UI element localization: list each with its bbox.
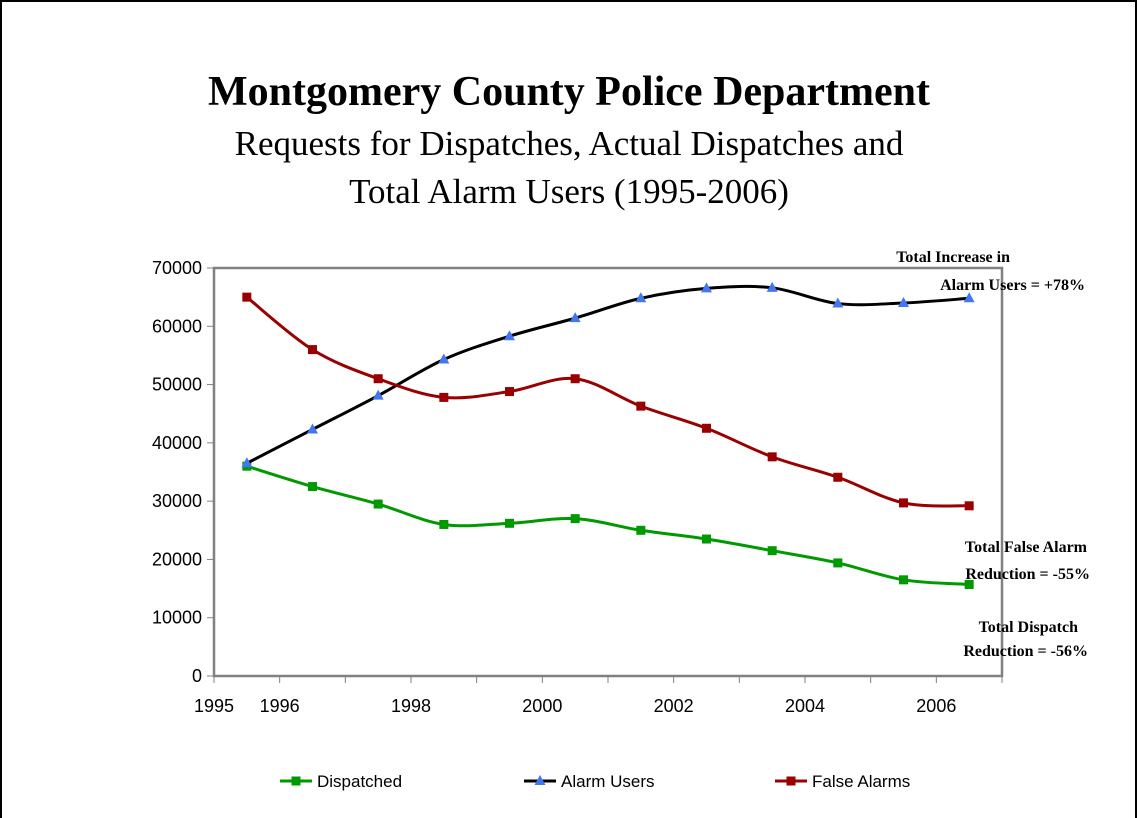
annotation-false: Total False Alarm [965, 539, 1088, 556]
data-point-false-alarms [505, 387, 514, 397]
legend-label-alarm-users: Alarm Users [561, 772, 655, 791]
legend-marker-alarm-users [534, 775, 546, 785]
plot-area [212, 266, 1004, 678]
data-point-alarm-users [372, 389, 384, 400]
y-tick-label: 30000 [152, 491, 202, 511]
data-point-alarm-users [504, 330, 515, 341]
annotation-alarm: Total Increase in [896, 249, 1010, 266]
data-point-alarm-users [635, 292, 647, 303]
y-tick-label: 70000 [152, 258, 202, 278]
series-line-false-alarms [245, 295, 970, 508]
data-point-alarm-users [898, 296, 909, 307]
data-point-false-alarms [702, 423, 711, 433]
data-point-false-alarms [767, 452, 777, 462]
data-point-dispatched [439, 519, 449, 529]
data-point-alarm-users [569, 312, 581, 323]
x-tick-label: 1998 [391, 696, 431, 716]
series-line-alarm-users [246, 284, 970, 465]
data-point-false-alarms [833, 472, 843, 482]
data-point-false-alarms [570, 374, 580, 384]
x-tick-label: 2006 [916, 696, 956, 716]
chart-subtitle-line2: Total Alarm Users (1995-2006) [349, 172, 789, 211]
data-point-dispatched [308, 482, 317, 492]
legend-label-false-alarms: False Alarms [812, 772, 910, 791]
series-line-dispatched [246, 464, 970, 586]
data-point-false-alarms [899, 498, 908, 508]
legend-marker-false-alarms [786, 776, 796, 786]
data-point-alarm-users [766, 281, 778, 292]
data-point-alarm-users [438, 353, 450, 364]
x-tick-label: 2002 [654, 696, 694, 716]
data-point-alarm-users [307, 423, 318, 434]
data-point-alarm-users [701, 282, 712, 293]
data-point-dispatched [767, 546, 777, 556]
data-point-alarm-users [832, 297, 844, 308]
data-point-dispatched [964, 579, 974, 589]
data-point-dispatched [702, 534, 711, 544]
data-point-false-alarms [242, 292, 252, 302]
data-point-false-alarms [308, 345, 317, 355]
x-tick-label: 1996 [260, 696, 300, 716]
data-point-alarm-users [241, 457, 253, 468]
data-point-false-alarms [373, 374, 383, 384]
annotation-alarm: Alarm Users = +78% [940, 277, 1085, 294]
data-point-false-alarms [439, 392, 449, 402]
y-tick-label: 10000 [152, 608, 202, 628]
data-point-dispatched [505, 518, 514, 528]
x-tick-label: 1995 [194, 696, 234, 716]
y-tick-label: 20000 [152, 549, 202, 569]
data-point-dispatched [636, 525, 646, 535]
y-tick-label: 40000 [152, 433, 202, 453]
data-point-dispatched [833, 558, 843, 568]
data-point-dispatched [373, 499, 383, 509]
data-point-dispatched [899, 575, 908, 585]
chart-title: Montgomery County Police Department [208, 69, 930, 115]
y-tick-label: 60000 [152, 316, 202, 336]
data-point-false-alarms [964, 501, 974, 511]
annotation-dispatch: Total Dispatch [979, 619, 1079, 636]
legend-marker-dispatched [291, 776, 301, 786]
data-point-alarm-users [963, 292, 975, 303]
y-tick-label: 0 [192, 666, 202, 686]
y-tick-label: 50000 [152, 375, 202, 395]
data-point-false-alarms [636, 401, 646, 411]
x-tick-label: 2004 [785, 696, 825, 716]
legend-label-dispatched: Dispatched [317, 772, 402, 791]
x-tick-label: 2000 [522, 696, 562, 716]
chart-subtitle-line1: Requests for Dispatches, Actual Dispatch… [234, 124, 904, 163]
data-point-dispatched [570, 514, 580, 524]
annotation-false: Reduction = -55% [965, 566, 1090, 583]
annotation-dispatch: Reduction = -56% [963, 643, 1088, 660]
